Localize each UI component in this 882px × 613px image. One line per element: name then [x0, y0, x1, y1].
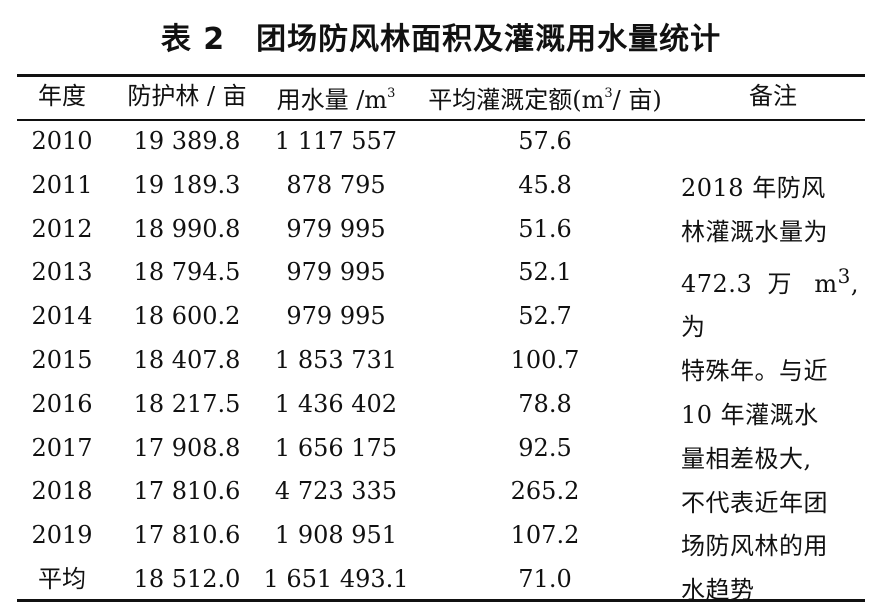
- remark-text: ,为: [681, 269, 859, 342]
- table-caption: 表 2 团场防风林面积及灌溉用水量统计: [160, 22, 722, 57]
- remark-line: 472.3 万 m3,为: [681, 255, 859, 351]
- cell-quota: 52.1: [518, 258, 572, 287]
- cell-forest: 17 810.6: [133, 521, 241, 550]
- cell-water: 878 795: [286, 170, 386, 199]
- remark-cell: 2018 年防风 林灌溉水量为 472.3 万 m3,为 特殊年。与近 10 年…: [681, 167, 859, 613]
- cell-forest: 18 990.8: [133, 214, 241, 243]
- cell-forest: 17 810.6: [133, 477, 241, 506]
- header-year: 年度: [38, 82, 86, 110]
- cell-quota: 92.5: [518, 433, 572, 462]
- cell-year: 2016: [31, 389, 93, 418]
- remark-line: 量相差极大,: [681, 444, 812, 473]
- header-water: 用水量 /m3: [277, 80, 396, 116]
- cell-quota: 45.8: [518, 170, 572, 199]
- cell-forest: 18 407.8: [133, 346, 241, 374]
- remark-text: 472.3 万 m: [681, 269, 838, 298]
- cell-quota: 57.6: [518, 127, 572, 155]
- cell-water: 1 656 175: [274, 433, 398, 462]
- cell-quota: 107.2: [510, 521, 580, 550]
- cell-forest: 18 794.5: [133, 258, 241, 287]
- cell-forest: 18 600.2: [133, 302, 241, 331]
- cell-water: 1 436 402: [274, 389, 398, 418]
- header-forest: 防护林 / 亩: [127, 82, 247, 110]
- cell-forest: 18 217.5: [133, 389, 241, 418]
- header-note: 备注: [749, 82, 797, 110]
- cell-water: 1 908 951: [274, 521, 398, 550]
- cell-quota: 71.0: [518, 565, 572, 593]
- cell-quota: 51.6: [518, 214, 572, 243]
- cell-year: 2012: [31, 214, 93, 243]
- header-quota: 平均灌溉定额(m3/ 亩): [428, 80, 661, 116]
- table-header-rule: [17, 119, 865, 121]
- cell-year: 2010: [31, 127, 93, 155]
- cell-quota: 78.8: [518, 389, 572, 418]
- header-quota-unit: / 亩): [612, 86, 662, 114]
- header-water-sup: 3: [387, 86, 396, 101]
- cell-year: 2019: [31, 521, 93, 550]
- cell-water: 1 651 493.1: [263, 565, 409, 593]
- header-water-text: 用水量 /m: [276, 86, 388, 114]
- cell-quota: 265.2: [510, 477, 580, 506]
- remark-line: 林灌溉水量为: [681, 217, 828, 246]
- cell-year: 2014: [31, 302, 93, 331]
- remark-line: 特殊年。与近: [681, 357, 828, 386]
- header-quota-text: 平均灌溉定额(m: [428, 86, 605, 114]
- table-bottom-rule: [17, 599, 865, 602]
- cell-water: 979 995: [286, 302, 386, 331]
- remark-line: 水趋势: [681, 576, 755, 605]
- cell-water: 979 995: [286, 258, 386, 287]
- cell-year: 2011: [31, 170, 93, 199]
- cell-forest: 19 389.8: [133, 127, 241, 155]
- cell-forest: 19 189.3: [133, 170, 241, 199]
- cell-quota: 100.7: [510, 346, 580, 374]
- cell-year: 2018: [31, 477, 93, 506]
- cell-quota: 52.7: [518, 302, 572, 331]
- table-top-rule: [17, 74, 865, 77]
- header-quota-sup: 3: [604, 86, 613, 101]
- remark-line: 场防风林的用: [681, 532, 828, 561]
- cell-water: 1 117 557: [274, 127, 398, 155]
- remark-line: 2018 年防风: [681, 174, 826, 202]
- cell-forest: 18 512.0: [133, 565, 241, 593]
- cell-year: 平均: [38, 565, 86, 593]
- remark-line: 10 年灌溉水: [681, 400, 819, 429]
- cell-year: 2015: [31, 346, 93, 374]
- cell-water: 979 995: [286, 214, 386, 243]
- cell-water: 4 723 335: [274, 477, 398, 506]
- remark-line: 不代表近年团: [681, 488, 828, 517]
- cell-year: 2017: [31, 433, 93, 462]
- cell-water: 1 853 731: [274, 346, 398, 374]
- cell-year: 2013: [31, 258, 93, 287]
- cell-forest: 17 908.8: [133, 433, 241, 462]
- remark-sup: 3: [837, 263, 851, 288]
